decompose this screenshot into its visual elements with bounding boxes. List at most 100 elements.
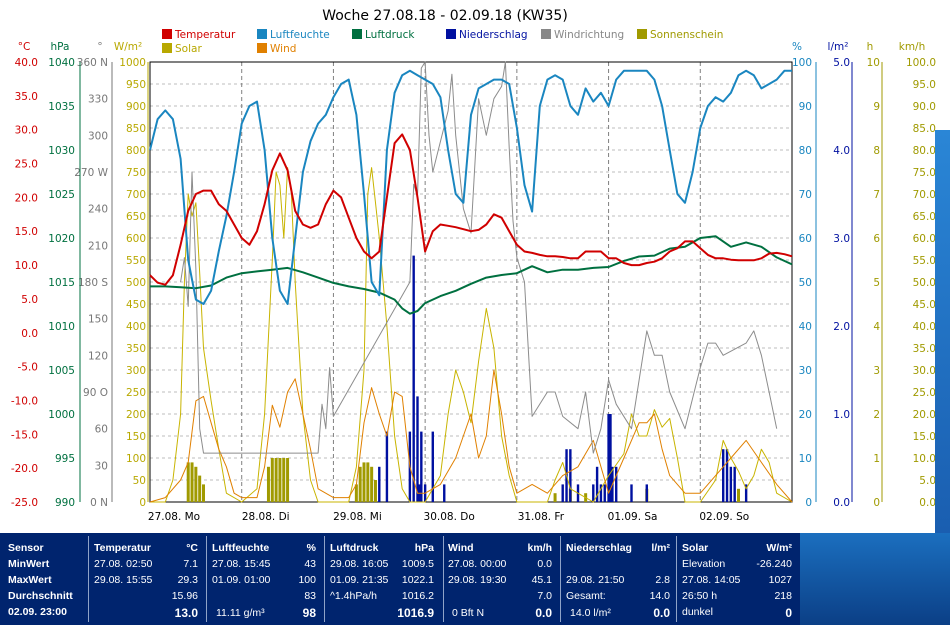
wind-section: Wind km/h 27.08. 00:00 0.0 29.08. 19:30 … — [448, 533, 556, 625]
humidity-unit: % — [306, 542, 316, 554]
temperature-line — [149, 133, 793, 286]
sunhours-tick-label: 4 — [873, 321, 880, 333]
pressure-trend: ^1.4hPa/h — [330, 590, 377, 602]
pressure-current: 1016.9 — [397, 606, 434, 620]
temp-tick-label: -5.0 — [18, 362, 39, 374]
wind-title: Wind — [448, 542, 474, 554]
rain-bar — [416, 396, 419, 502]
rain-bar — [595, 466, 599, 502]
current-time: 02.09. 23:00 — [8, 606, 67, 618]
wind-tick-label: 25.0 — [913, 387, 936, 399]
pressure-tick-label: 1040 — [48, 57, 75, 69]
plot-border — [149, 61, 793, 503]
wind-min-time: 27.08. 00:00 — [448, 558, 507, 570]
min-label: MinWert — [8, 558, 50, 570]
pressure-tick-label: 1005 — [48, 365, 75, 377]
humidity-tick-label: 50 — [799, 277, 812, 289]
solar-tick-label: 1000 — [119, 57, 146, 69]
humidity-average: 83 — [304, 590, 316, 602]
winddir-tick-label: 210 — [88, 240, 108, 252]
wind-line — [149, 369, 793, 503]
temperature-min-time: 27.08. 02:50 — [94, 558, 153, 570]
rain-title: Niederschlag — [566, 542, 632, 554]
rain-bar — [592, 484, 595, 502]
wind-direction-line — [180, 61, 778, 454]
winddir-tick-label: 270 W — [74, 167, 108, 179]
solar-title: Solar — [682, 542, 709, 554]
rain-tick-label: 4.0 — [833, 145, 850, 157]
solar-unit-label: W/m² — [114, 41, 142, 53]
weather-chart: 40.035.030.025.020.015.010.05.00.0-5.0-1… — [11, 8, 936, 523]
legend-swatch — [352, 29, 362, 39]
sunhours-tick-label: 2 — [873, 409, 880, 421]
wind-beaufort: 0 Bft N — [452, 607, 485, 619]
rain-bar — [607, 414, 610, 502]
temp-tick-label: 35.0 — [15, 91, 38, 103]
temp-tick-label: 5.0 — [21, 294, 38, 306]
rain-bar — [609, 414, 612, 502]
solar-tick-label: 200 — [126, 409, 146, 421]
rain-max-time: 29.08. 21:50 — [566, 574, 625, 586]
wind-unit: km/h — [527, 542, 552, 554]
humidity-absolute: 11.11 g/m³ — [216, 607, 265, 619]
temp-tick-label: -20.0 — [11, 463, 38, 475]
solar-tick-label: 800 — [126, 145, 146, 157]
sunshine-bar — [362, 462, 366, 502]
temp-unit-label: °C — [18, 41, 31, 53]
sunhours-tick-label: 5 — [873, 277, 880, 289]
legend-swatch — [162, 29, 172, 39]
solar-elevation-value: -26.240 — [756, 558, 792, 570]
rain-bar — [420, 431, 423, 502]
temp-tick-label: 30.0 — [15, 125, 38, 137]
legend-label: Temperatur — [174, 29, 236, 41]
rain-max-value: 2.8 — [655, 574, 670, 586]
sunshine-bar — [270, 458, 274, 502]
wind-tick-label: 10.0 — [913, 453, 936, 465]
rain-bar — [412, 255, 415, 502]
solar-tick-label: 900 — [126, 101, 146, 113]
rain-tick-label: 3.0 — [833, 233, 850, 245]
rain-section: Niederschlag l/m² 29.08. 21:50 2.8 Gesam… — [566, 533, 672, 625]
temperature-average: 15.96 — [171, 590, 198, 602]
rain-bar — [561, 484, 564, 502]
temp-tick-label: 25.0 — [15, 159, 38, 171]
winddir-tick-label: 360 N — [77, 57, 108, 69]
wind-tick-label: 75.0 — [913, 167, 936, 179]
solar-tick-label: 50 — [133, 475, 146, 487]
divider — [206, 536, 207, 622]
legend-swatch — [257, 43, 267, 53]
wind-tick-label: 95.0 — [913, 79, 936, 91]
wind-tick-label: 45.0 — [913, 299, 936, 311]
humidity-max-time: 01.09. 01:00 — [212, 574, 271, 586]
humidity-tick-label: 100 — [792, 57, 812, 69]
humidity-tick-label: 90 — [799, 101, 812, 113]
pressure-unit: hPa — [414, 542, 434, 554]
solar-tick-label: 650 — [126, 211, 146, 223]
wind-tick-label: 30.0 — [913, 365, 936, 377]
temp-tick-label: 0.0 — [21, 328, 38, 340]
humidity-line — [149, 69, 792, 305]
sunhours-tick-label: 7 — [873, 189, 880, 201]
temp-tick-label: 40.0 — [15, 57, 38, 69]
max-label: MaxWert — [8, 574, 52, 586]
sunhours-tick-label: 6 — [873, 233, 880, 245]
solar-unit: W/m² — [766, 542, 792, 554]
desktop-background-edge — [935, 130, 950, 533]
sunhours-tick-label: 0 — [873, 497, 880, 509]
pressure-tick-label: 1015 — [48, 277, 75, 289]
legend-label: Wind — [270, 43, 296, 55]
rain-sum: 14.0 l/m² — [570, 607, 611, 619]
chart-title: Woche 27.08.18 - 02.09.18 (KW35) — [322, 8, 568, 24]
wind-tick-label: 20.0 — [913, 409, 936, 421]
rain-total-label: Gesamt: — [566, 590, 606, 602]
legend-label: Niederschlag — [459, 29, 528, 41]
x-tick-label: 02.09. So — [699, 511, 749, 523]
sunshine-bar — [266, 466, 270, 502]
humidity-tick-label: 30 — [799, 365, 812, 377]
humidity-unit-label: % — [792, 41, 802, 53]
pressure-tick-label: 1035 — [48, 101, 75, 113]
winddir-tick-label: 300 — [88, 130, 108, 142]
sunhours-tick-label: 1 — [873, 453, 880, 465]
legend-swatch — [446, 29, 456, 39]
temperature-min-value: 7.1 — [183, 558, 198, 570]
